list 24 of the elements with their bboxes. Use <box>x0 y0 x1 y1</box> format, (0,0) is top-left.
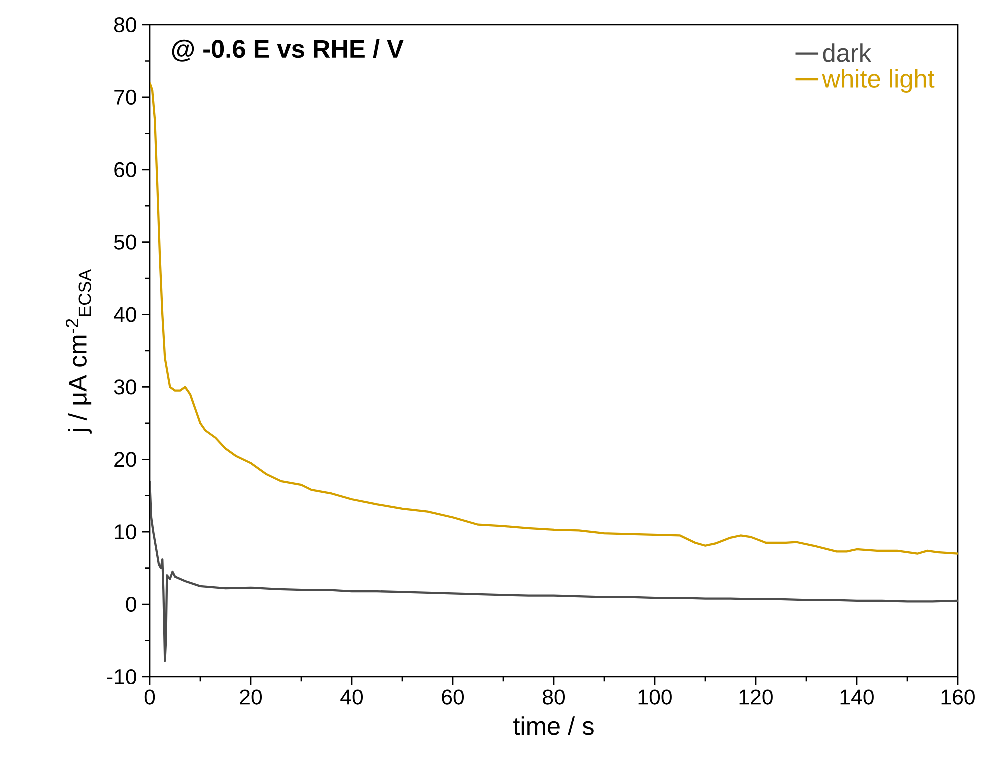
y-tick-label: 30 <box>114 380 136 395</box>
y-tick-label: 0 <box>126 597 136 612</box>
x-tick-label: 140 <box>840 690 874 705</box>
y-tick-label: 20 <box>114 452 136 468</box>
y-tick-label: 50 <box>114 234 136 250</box>
x-tick-label: 120 <box>740 690 773 705</box>
annotation: @ -0.6 E vs RHE / V <box>172 40 404 62</box>
x-tick-label: 60 <box>442 690 464 705</box>
y-tick-label: 10 <box>115 524 136 540</box>
x-tick-label: 40 <box>340 690 364 705</box>
x-tick-label: 0 <box>144 690 156 705</box>
x-tick-label: 80 <box>543 690 566 705</box>
legend-label: white light <box>822 69 935 93</box>
x-axis-title: time / s <box>514 716 594 736</box>
y-tick-label: -10 <box>107 669 136 685</box>
x-tick-label: 100 <box>638 690 672 705</box>
legend-label: dark <box>823 44 872 62</box>
x-tick-label: 20 <box>240 690 262 705</box>
y-tick-label: 40 <box>114 307 136 322</box>
y-tick-label: 80 <box>114 17 136 33</box>
y-tick-label: 70 <box>114 90 136 106</box>
y-tick-label: 60 <box>114 162 136 178</box>
x-tick-label: 160 <box>942 690 975 705</box>
y-axis-title: j / μA cm$^{-2}$ECSA <box>66 269 92 434</box>
